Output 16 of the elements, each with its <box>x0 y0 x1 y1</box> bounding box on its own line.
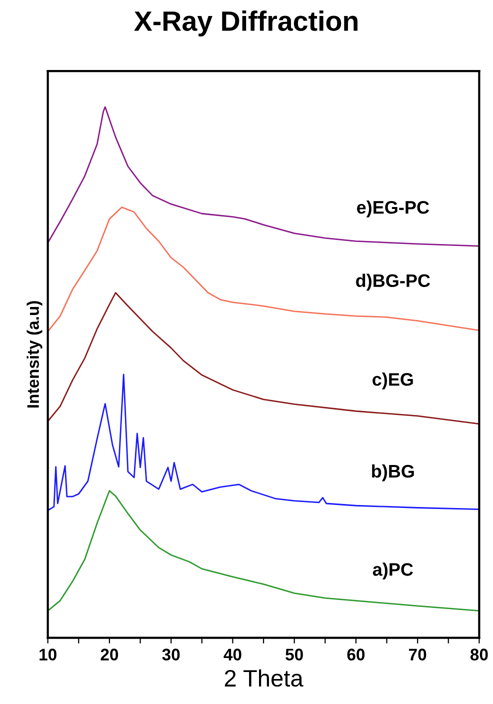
x-tick-label: 60 <box>347 648 365 660</box>
x-axis-title: 2 Theta <box>224 669 304 687</box>
x-tick-label: 50 <box>286 648 303 660</box>
y-axis-title: Intensity (a.u) <box>26 301 42 408</box>
series-label: d)BG-PC <box>356 274 430 291</box>
x-tick-label: 30 <box>162 648 180 661</box>
x-tick-label: 10 <box>40 648 56 660</box>
series-label: a)PC <box>372 562 413 580</box>
series-label: c)EG <box>372 372 413 390</box>
series-label: e)EG-PC <box>357 200 430 218</box>
series-label: b)BG <box>372 464 414 482</box>
x-tick-label: 70 <box>409 648 426 660</box>
chart-title: X-Ray Diffraction <box>134 10 358 36</box>
x-tick-label: 80 <box>470 648 488 660</box>
x-tick-label: 20 <box>100 648 118 660</box>
x-tick-label: 40 <box>224 648 242 660</box>
